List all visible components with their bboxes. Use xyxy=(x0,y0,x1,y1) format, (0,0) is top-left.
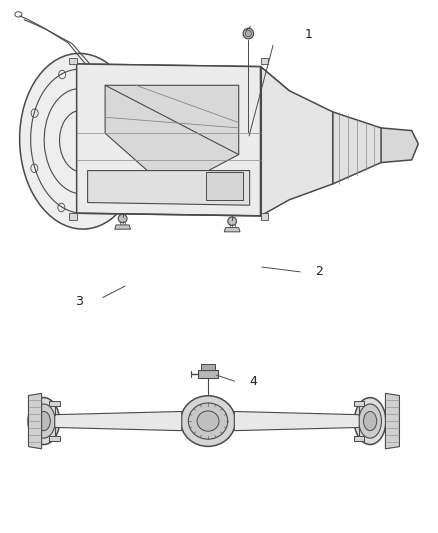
Polygon shape xyxy=(88,171,250,205)
Ellipse shape xyxy=(140,178,158,197)
Ellipse shape xyxy=(118,214,127,223)
Text: 2: 2 xyxy=(315,265,323,278)
Polygon shape xyxy=(77,64,289,91)
Polygon shape xyxy=(49,436,60,441)
Ellipse shape xyxy=(364,411,377,431)
Polygon shape xyxy=(28,393,42,449)
Polygon shape xyxy=(354,436,364,441)
Text: 3: 3 xyxy=(75,295,83,308)
Polygon shape xyxy=(77,64,261,216)
Polygon shape xyxy=(224,228,240,232)
Polygon shape xyxy=(385,393,399,449)
Ellipse shape xyxy=(354,398,386,445)
Ellipse shape xyxy=(359,404,381,438)
Ellipse shape xyxy=(244,132,253,140)
Ellipse shape xyxy=(180,179,196,196)
Polygon shape xyxy=(333,112,394,184)
Polygon shape xyxy=(354,401,364,406)
Polygon shape xyxy=(261,213,268,220)
Polygon shape xyxy=(198,370,218,378)
Text: 4: 4 xyxy=(250,375,258,387)
Text: 1: 1 xyxy=(304,28,312,41)
Ellipse shape xyxy=(188,403,228,439)
Polygon shape xyxy=(381,128,418,163)
Polygon shape xyxy=(261,67,333,216)
Ellipse shape xyxy=(228,217,237,225)
Polygon shape xyxy=(206,172,243,200)
Polygon shape xyxy=(201,364,215,370)
Polygon shape xyxy=(49,401,60,406)
Polygon shape xyxy=(69,213,77,220)
Ellipse shape xyxy=(32,404,55,438)
Polygon shape xyxy=(55,411,182,431)
Polygon shape xyxy=(69,58,77,64)
Ellipse shape xyxy=(28,398,60,445)
Ellipse shape xyxy=(109,177,128,198)
Ellipse shape xyxy=(37,411,50,431)
Ellipse shape xyxy=(243,28,254,39)
Polygon shape xyxy=(105,85,239,181)
Polygon shape xyxy=(234,411,359,431)
Ellipse shape xyxy=(20,53,142,229)
Ellipse shape xyxy=(180,395,236,447)
Ellipse shape xyxy=(393,132,413,158)
Ellipse shape xyxy=(197,411,219,431)
Polygon shape xyxy=(115,225,131,229)
Polygon shape xyxy=(261,58,268,64)
